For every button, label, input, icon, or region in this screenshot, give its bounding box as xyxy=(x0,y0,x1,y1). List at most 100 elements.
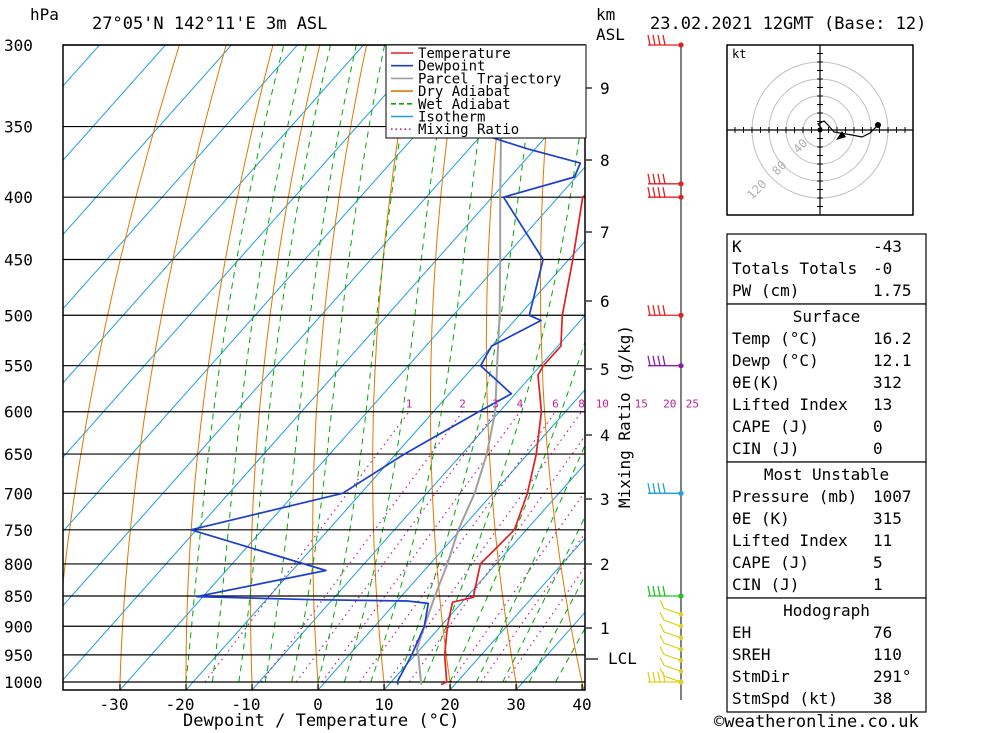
wind-barb-shaft xyxy=(659,657,682,672)
location-title: 27°05'N 142°11'E 3m ASL xyxy=(92,14,327,34)
wind-barbs xyxy=(647,34,684,685)
wind-barb-flag xyxy=(657,173,661,184)
parcel-trajectory-line xyxy=(415,45,510,685)
mixing-ratio-tick-label: 25 xyxy=(686,398,699,411)
wind-barb-flag xyxy=(647,483,651,494)
storm-motion-marker xyxy=(836,131,846,140)
plot-frame xyxy=(62,44,586,691)
wind-barb-shaft xyxy=(659,600,682,615)
mixing-ratio-line xyxy=(260,411,464,683)
copyright: ©weatheronline.co.uk xyxy=(714,712,919,732)
most-unstable-indices-box xyxy=(726,461,927,599)
index-label: PW (cm) xyxy=(732,281,799,300)
index-label: K xyxy=(732,237,742,256)
pressure-tick-label: 350 xyxy=(4,118,33,137)
height-tick-label: 7 xyxy=(600,223,610,242)
dry-adiabat xyxy=(63,45,180,588)
wet-adiabat xyxy=(343,45,452,683)
mixing-ratio-tick-label: 3 xyxy=(492,398,499,411)
wind-barb-flag xyxy=(657,483,661,494)
wind-barb-flag xyxy=(647,173,651,184)
temperature-line xyxy=(440,194,585,686)
dry-adiabat xyxy=(925,9,1000,708)
wind-barb-shaft xyxy=(659,634,682,650)
index-label: SREH xyxy=(732,645,771,664)
index-value: 11 xyxy=(873,531,892,550)
pressure-tick-label: 400 xyxy=(4,188,33,207)
temperature-tick-label: 10 xyxy=(374,695,393,714)
pressure-tick-label: 850 xyxy=(4,587,33,606)
km-label: km xyxy=(596,5,615,24)
temperature-tick-label: 30 xyxy=(506,695,525,714)
mixing-ratio-tick-label: 1 xyxy=(406,398,413,411)
wind-barb-flag xyxy=(662,355,666,366)
index-label: Dewp (°C) xyxy=(732,351,819,370)
index-value: 315 xyxy=(873,509,902,528)
index-label: EH xyxy=(732,623,751,642)
mixing-ratio-tick-label: 20 xyxy=(663,398,676,411)
temperature-tick-label: 0 xyxy=(313,695,323,714)
wet-adiabat xyxy=(264,45,357,683)
wind-barb-flag xyxy=(662,483,666,494)
index-label: StmDir xyxy=(732,667,790,686)
temperature-tick-label: -10 xyxy=(232,695,261,714)
wind-barb-flag xyxy=(662,305,666,316)
wind-barb-flag xyxy=(662,173,666,184)
wind-barb-flag xyxy=(662,585,666,597)
hodograph-indices-box xyxy=(726,597,927,713)
hodograph-unit: kt xyxy=(732,47,746,61)
height-tick-label: 9 xyxy=(600,79,610,98)
height-tick-label: 1 xyxy=(600,619,610,638)
pressure-tick-label: 650 xyxy=(4,445,33,464)
dry-adiabat xyxy=(250,45,321,690)
legend-label: Temperature xyxy=(418,46,511,62)
pressure-tick-label: 600 xyxy=(4,403,33,422)
lcl-label: LCL xyxy=(608,649,637,668)
isotherm xyxy=(63,45,365,384)
hodograph-trace xyxy=(817,120,879,138)
legend-label: Mixing Ratio xyxy=(418,122,519,138)
isobar-lines xyxy=(63,44,585,683)
wind-barb-flag xyxy=(652,671,656,683)
index-value: 38 xyxy=(873,689,892,708)
index-value: 76 xyxy=(873,623,892,642)
index-value: 0 xyxy=(873,417,883,436)
dry-adiabat xyxy=(485,45,518,690)
pressure-tick-label: 300 xyxy=(4,36,33,55)
index-label: Lifted Index xyxy=(732,531,848,550)
wind-barb-flag xyxy=(647,355,651,366)
wind-barb-flag xyxy=(647,671,651,683)
index-value: 110 xyxy=(873,645,902,664)
mixing-ratio-tick-label: 4 xyxy=(517,398,524,411)
pressure-tick-label: 750 xyxy=(4,521,33,540)
dry-adiabat xyxy=(540,45,585,690)
wind-barb-flag xyxy=(652,585,656,597)
hodograph-start xyxy=(817,127,823,133)
isotherm xyxy=(317,388,585,690)
pressure-tick-label: 450 xyxy=(4,251,33,270)
pressure-axis: 300 350 400 450 500 550 600 650 700 750 800 850 900 9… xyxy=(4,36,43,692)
height-tick-label: 2 xyxy=(600,555,610,574)
index-label: Totals Totals xyxy=(732,259,857,278)
pressure-tick-label: 950 xyxy=(4,646,33,665)
index-value: 16.2 xyxy=(873,329,912,348)
isotherm xyxy=(63,45,299,310)
wind-barb-flag xyxy=(652,173,656,184)
height-axis: 1 2 3 4 5 6 7 8 9 xyxy=(586,45,682,700)
wind-barb-flag xyxy=(652,355,656,366)
pressure-tick-label: 500 xyxy=(4,306,33,325)
legend-box xyxy=(385,44,587,139)
height-tick-label: 8 xyxy=(600,151,610,170)
mixing-ratio-tick-label: 6 xyxy=(552,398,559,411)
surface-indices-title: Surface xyxy=(793,307,860,326)
hodograph-indices-title: Hodograph xyxy=(783,601,870,620)
mixing-ratio-tick-label: 8 xyxy=(578,398,585,411)
wind-barb-flag xyxy=(657,187,661,198)
isotherm xyxy=(251,314,585,690)
wind-barb-flag xyxy=(657,355,661,366)
wind-barb-flag xyxy=(657,34,661,46)
temperature-tick-label: 40 xyxy=(572,695,591,714)
datetime: 23.02.2021 12GMT (Base: 12) xyxy=(650,14,926,34)
